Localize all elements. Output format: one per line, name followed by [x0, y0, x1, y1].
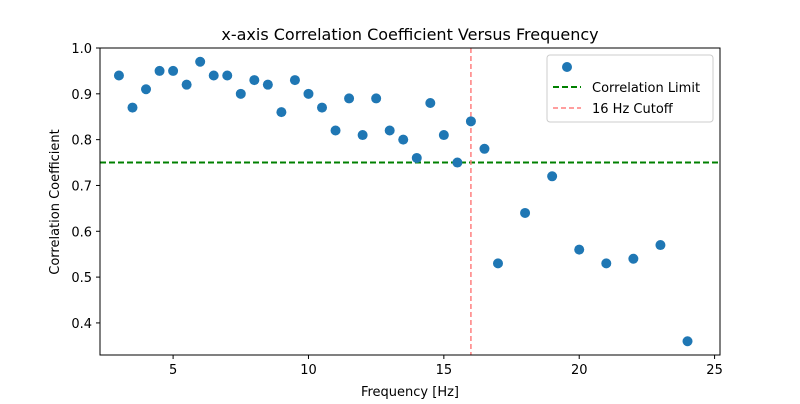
data-point	[452, 157, 463, 168]
x-tick-label: 10	[300, 363, 317, 378]
y-axis-label: Correlation Coefficient	[48, 129, 63, 275]
data-point	[520, 207, 531, 218]
data-point	[195, 56, 206, 67]
y-tick-label: 0.4	[71, 317, 92, 332]
x-tick-label: 5	[169, 363, 177, 378]
data-point	[154, 65, 165, 76]
data-point	[262, 79, 273, 90]
y-tick-label: 0.8	[71, 134, 92, 149]
data-point	[127, 102, 138, 113]
data-point	[317, 102, 328, 113]
y-tick-label: 0.7	[71, 179, 92, 194]
data-point	[344, 93, 355, 104]
data-point	[574, 244, 585, 255]
data-point	[492, 258, 503, 269]
data-point	[113, 70, 124, 81]
chart-title: x-axis Correlation Coefficient Versus Fr…	[221, 25, 598, 44]
data-point	[601, 258, 612, 269]
data-point	[682, 336, 693, 347]
data-point	[384, 125, 395, 136]
y-tick-label: 0.6	[71, 225, 92, 240]
legend-label-correlation-limit: Correlation Limit	[592, 81, 700, 96]
data-point	[357, 130, 368, 141]
data-point	[371, 93, 382, 104]
y-tick-label: 1.0	[71, 42, 92, 57]
data-point	[465, 116, 476, 127]
data-point	[547, 171, 558, 182]
data-point	[181, 79, 192, 90]
data-point	[235, 88, 246, 99]
axes: 5 10 15 20 25 0.4 0.5 0.6 0.7 0.8 0.9 1.0	[71, 42, 723, 378]
data-point	[303, 88, 314, 99]
data-point	[222, 70, 233, 81]
data-point	[249, 75, 260, 86]
legend-box	[546, 54, 714, 123]
data-point	[208, 70, 219, 81]
data-point	[479, 143, 490, 154]
data-point	[411, 152, 422, 163]
data-point	[655, 240, 666, 251]
legend-marker-scatter	[562, 62, 572, 72]
y-tick-label: 0.9	[71, 88, 92, 103]
x-tick-label: 20	[571, 363, 588, 378]
x-axis-label: Frequency [Hz]	[361, 385, 459, 400]
x-tick-label: 15	[436, 363, 453, 378]
data-point	[330, 125, 341, 136]
data-point	[168, 65, 179, 76]
y-tick-label: 0.5	[71, 271, 92, 286]
data-point	[425, 97, 436, 108]
data-point	[289, 75, 300, 86]
legend: Correlation Limit 16 Hz Cutoff	[546, 54, 714, 123]
data-point	[438, 130, 449, 141]
data-point	[276, 107, 287, 118]
plot-area	[100, 48, 720, 355]
plot-frame	[99, 47, 721, 356]
data-point	[141, 84, 152, 95]
legend-label-16hz-cutoff: 16 Hz Cutoff	[592, 102, 674, 117]
x-tick-label: 25	[706, 363, 723, 378]
data-point	[398, 134, 409, 145]
data-point	[628, 253, 639, 264]
